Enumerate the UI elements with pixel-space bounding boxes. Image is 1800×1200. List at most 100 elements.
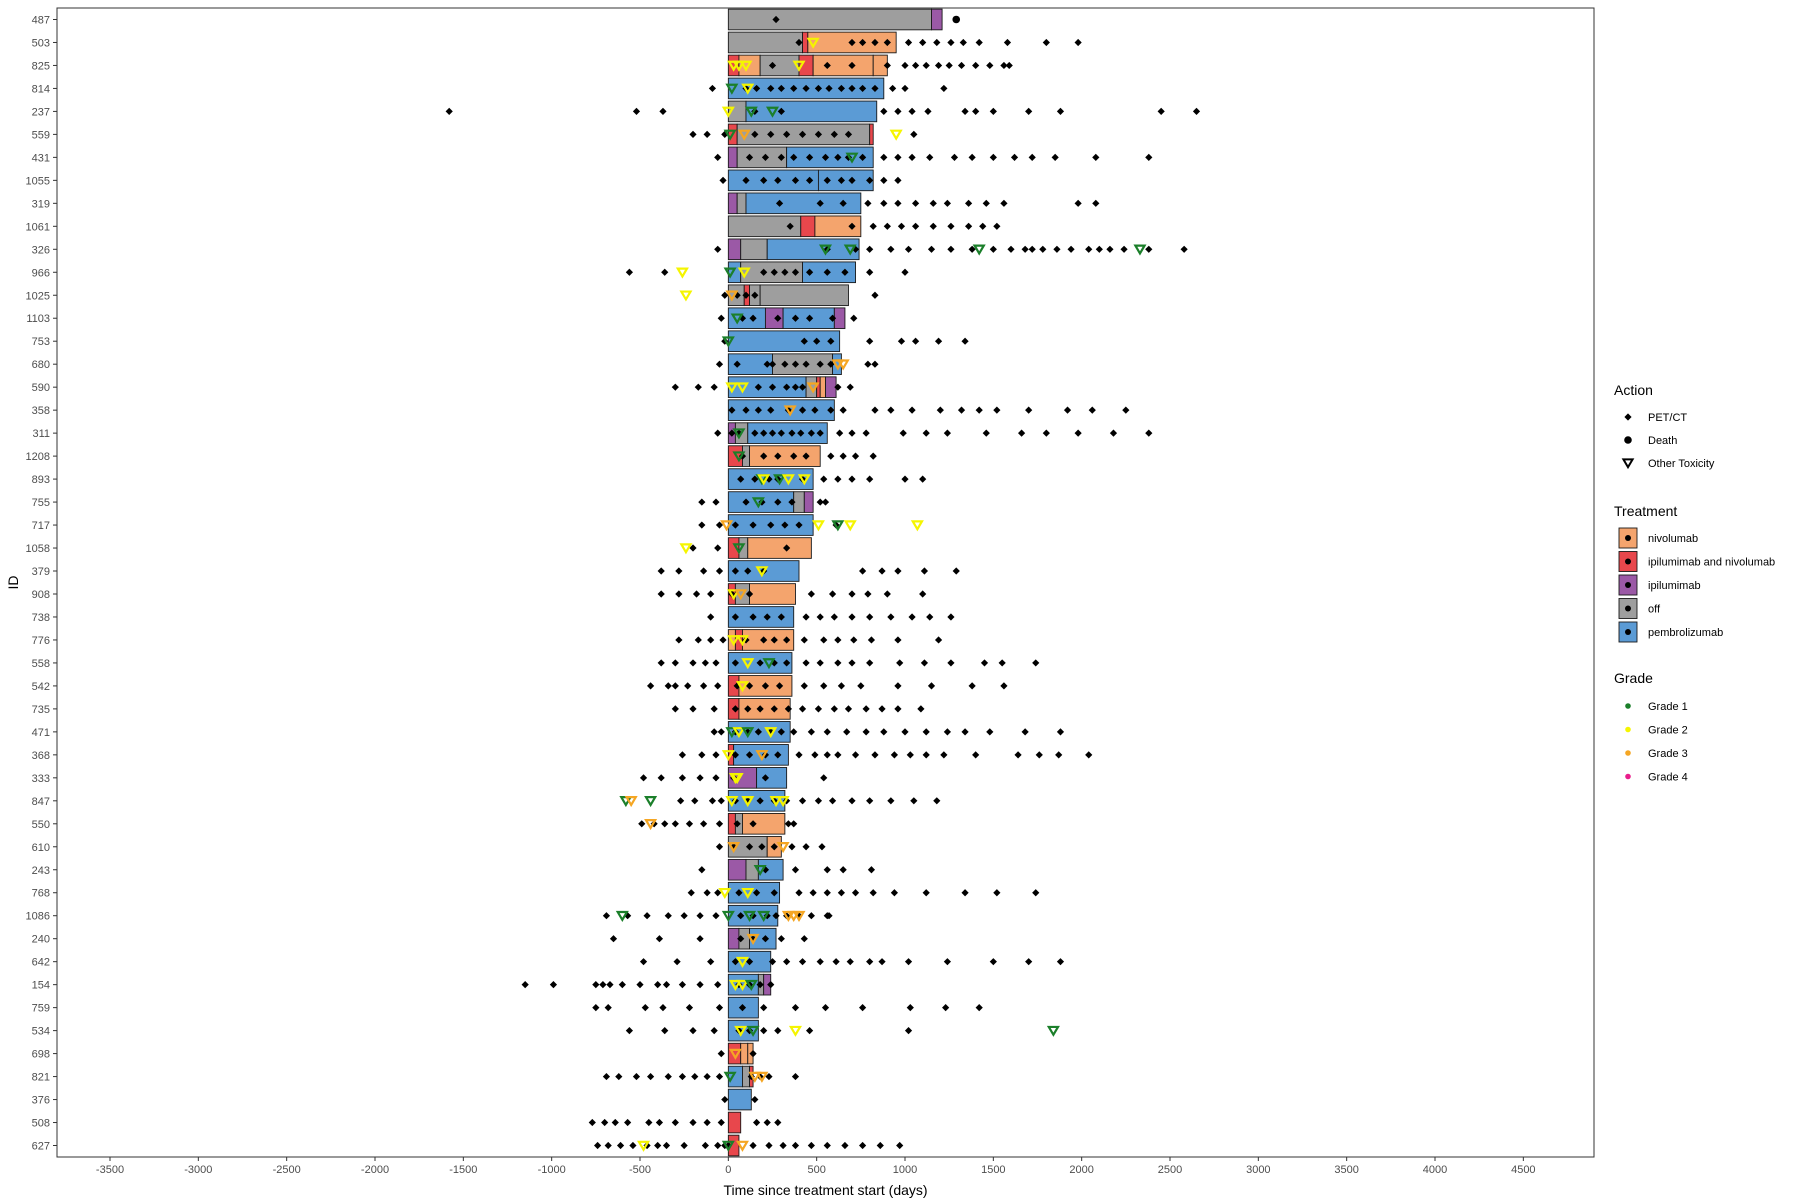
toxicity-mark — [781, 474, 795, 486]
treatment-segment — [727, 192, 738, 215]
petct-mark — [671, 1118, 679, 1127]
petct-mark — [625, 1027, 633, 1035]
petct-mark — [850, 636, 858, 644]
petct-mark — [768, 958, 777, 966]
petct-mark — [848, 429, 856, 437]
petct-mark — [798, 130, 807, 138]
petct-mark — [866, 337, 874, 345]
patient-marks — [647, 681, 1008, 693]
petct-mark — [1010, 153, 1019, 161]
treatment-segment — [740, 1042, 749, 1065]
petct-mark — [851, 751, 860, 759]
toxicity-mark — [773, 474, 787, 486]
petct-mark — [786, 222, 794, 230]
petct-mark — [816, 659, 824, 667]
petct-mark — [890, 751, 898, 759]
petct-mark — [887, 245, 895, 253]
toxicity-mark — [806, 382, 820, 394]
patient-marks — [638, 819, 798, 831]
petct-mark — [756, 659, 764, 667]
petct-mark — [606, 981, 614, 989]
petct-mark — [894, 682, 902, 690]
petct-mark — [850, 314, 858, 322]
toxicity-mark — [792, 910, 806, 923]
patient-marks — [609, 933, 808, 945]
patient-lane — [727, 537, 812, 559]
petct-mark — [927, 682, 936, 690]
petct-mark — [922, 728, 930, 736]
petct-mark — [887, 797, 895, 805]
petct-mark — [862, 728, 870, 736]
toxicity-mark — [788, 1025, 802, 1037]
petct-mark — [712, 774, 720, 782]
toxicity-mark — [615, 910, 629, 923]
petct-mark — [691, 1072, 699, 1081]
petct-mark — [753, 84, 761, 93]
petct-mark — [712, 912, 720, 920]
treatment-key-dot — [1625, 535, 1631, 541]
petct-mark — [880, 107, 888, 116]
petct-mark — [848, 590, 856, 598]
petct-mark — [1055, 751, 1063, 759]
petct-mark — [922, 61, 930, 70]
petct-mark — [680, 1141, 688, 1150]
petct-mark — [698, 866, 706, 874]
petct-mark — [821, 1004, 830, 1012]
petct-mark — [604, 1141, 612, 1150]
petct-mark — [942, 1004, 950, 1012]
petct-mark — [957, 406, 966, 414]
petct-mark — [806, 268, 814, 276]
treatment-segment — [756, 767, 788, 789]
petct-mark — [604, 1004, 612, 1012]
treatment-segment — [869, 123, 874, 146]
treatment-segment — [803, 491, 814, 513]
petct-mark — [1021, 245, 1029, 253]
petct-mark — [703, 130, 711, 138]
petct-mark — [671, 705, 679, 713]
petct-key-icon — [1624, 413, 1632, 421]
petct-mark — [827, 360, 835, 368]
petct-mark — [866, 797, 874, 805]
petct-mark — [1192, 107, 1201, 116]
patient-marks — [671, 382, 854, 394]
petct-mark — [1053, 245, 1061, 253]
toxicity-mark — [734, 589, 748, 601]
petct-mark — [733, 360, 741, 368]
petct-mark — [832, 958, 840, 966]
treatment-segment — [759, 284, 849, 307]
toxicity-mark — [735, 382, 749, 394]
petct-mark — [788, 843, 796, 851]
petct-mark — [866, 958, 874, 966]
petct-mark — [975, 38, 983, 47]
petct-mark — [894, 153, 902, 161]
petct-mark — [897, 337, 906, 345]
patient-marks — [679, 290, 879, 302]
petct-mark — [594, 1141, 602, 1150]
petct-mark — [862, 705, 870, 713]
petct-mark — [777, 429, 785, 437]
toxicity-mark — [755, 1071, 769, 1083]
toxicity-mark — [725, 290, 739, 302]
petct-mark — [827, 337, 835, 345]
petct-mark — [899, 429, 907, 437]
petct-mark — [846, 958, 854, 966]
toxicity-mark — [732, 451, 746, 463]
petct-mark — [662, 1141, 671, 1150]
petct-mark — [1025, 107, 1033, 116]
petct-mark — [968, 153, 976, 161]
y-tick-label: 814 — [32, 83, 50, 95]
petct-mark — [791, 866, 800, 874]
treatment-segment — [766, 238, 860, 261]
petct-mark — [802, 360, 810, 368]
patient-lane — [727, 1088, 752, 1111]
petct-mark — [943, 958, 951, 966]
petct-mark — [866, 245, 874, 253]
petct-mark — [701, 659, 709, 667]
petct-mark — [689, 705, 697, 713]
petct-mark — [761, 866, 770, 874]
treatment-segment — [745, 192, 862, 215]
petct-mark — [901, 475, 909, 483]
patient-marks — [657, 589, 927, 601]
treatment-segment — [727, 858, 747, 881]
petct-mark — [758, 843, 766, 851]
